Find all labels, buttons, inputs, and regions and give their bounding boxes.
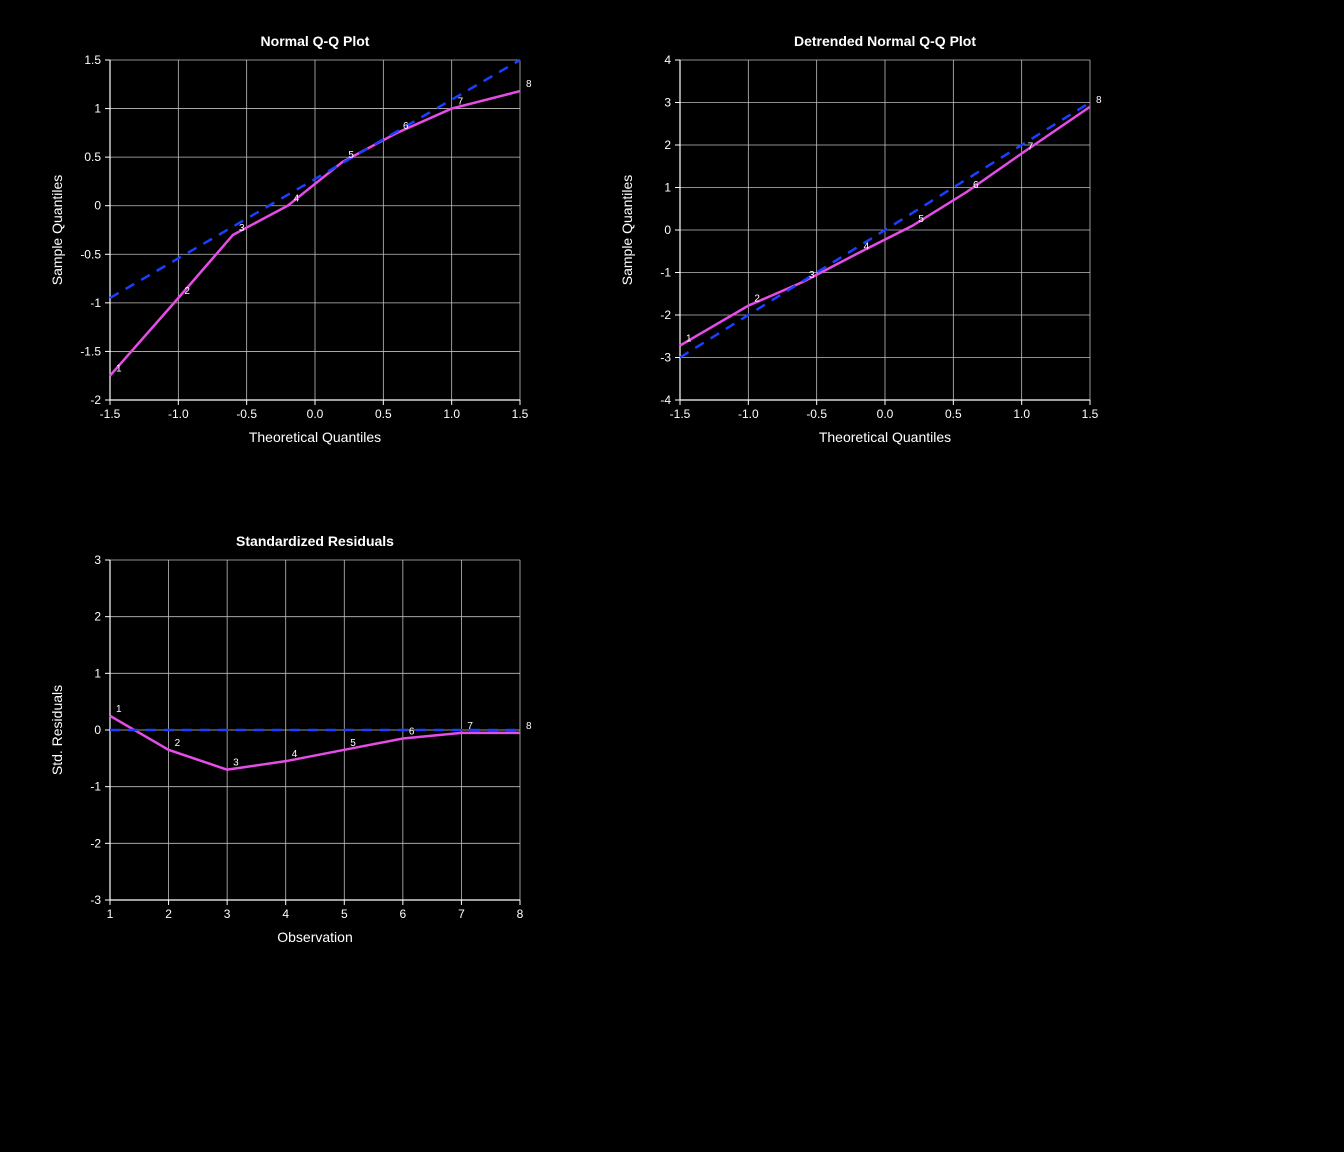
- normal-qq-chart: -1.5-1.0-0.50.00.51.01.5-2-1.5-1-0.500.5…: [40, 20, 540, 460]
- panel-detrended-qq: -1.5 -1.0 -0.5 0.0 0.5 1.0 1.5 -4 -3 -2 -1 0 1 2 3 4 1 2 3…: [610, 20, 1120, 480]
- detrended-qq-ylabel: Sample Quantiles: [619, 175, 635, 286]
- y-tick-label: -2: [90, 393, 101, 407]
- x-tick-label: -1.5: [670, 407, 691, 421]
- y-tick-label: -0.5: [80, 247, 101, 261]
- x-tick-label: 3: [224, 907, 231, 921]
- x-tick-label: 4: [282, 907, 289, 921]
- x-tick-label: -1.0: [168, 407, 189, 421]
- x-tick-label: 0.0: [877, 407, 894, 421]
- y-tick-label: 3: [94, 553, 101, 567]
- panel-empty: [610, 520, 1120, 980]
- y-tick-label: -1: [90, 780, 101, 794]
- detrended-qq-title: Detrended Normal Q-Q Plot: [794, 33, 976, 49]
- point-label: 8: [526, 721, 532, 732]
- y-tick-label: 1: [94, 102, 101, 116]
- x-tick-label: 1.0: [1013, 407, 1030, 421]
- point-label: 2: [754, 294, 760, 305]
- point-label: 1: [116, 364, 122, 375]
- y-tick-label: -2: [90, 836, 101, 850]
- point-label: 4: [864, 241, 870, 252]
- normal-qq-title: Normal Q-Q Plot: [261, 33, 370, 49]
- detrended-qq-xlabel: Theoretical Quantiles: [819, 429, 951, 445]
- x-tick-label: 1.5: [512, 407, 529, 421]
- point-label: 5: [918, 214, 924, 225]
- x-tick-label: 8: [517, 907, 524, 921]
- point-label: 5: [350, 738, 356, 749]
- x-tick-label: 6: [400, 907, 407, 921]
- chart-grid: -1.5-1.0-0.50.00.51.01.5-2-1.5-1-0.500.5…: [0, 0, 1160, 1000]
- y-tick-label: -4: [660, 393, 671, 407]
- point-label: 4: [294, 194, 300, 205]
- point-label: 6: [403, 121, 409, 132]
- point-label: 3: [239, 223, 245, 234]
- x-tick-label: -0.5: [806, 407, 827, 421]
- x-tick-label: 5: [341, 907, 348, 921]
- x-tick-label: 0.5: [375, 407, 392, 421]
- point-label: 6: [409, 727, 415, 738]
- y-tick-label: 4: [664, 53, 671, 67]
- panel-normal-qq: -1.5-1.0-0.50.00.51.01.5-2-1.5-1-0.500.5…: [40, 20, 550, 480]
- detrended-qq-chart: -1.5 -1.0 -0.5 0.0 0.5 1.0 1.5 -4 -3 -2 -1 0 1 2 3 4 1 2 3…: [610, 20, 1110, 460]
- x-tick-label: 1.0: [443, 407, 460, 421]
- y-tick-label: 0: [94, 199, 101, 213]
- x-tick-label: 1.5: [1082, 407, 1099, 421]
- x-tick-label: 0.5: [945, 407, 962, 421]
- x-tick-label: 7: [458, 907, 465, 921]
- std-resid-ylabel: Std. Residuals: [49, 685, 65, 775]
- x-tick-label: 0.0: [307, 407, 324, 421]
- x-tick-label: 2: [165, 907, 172, 921]
- normal-qq-xlabel: Theoretical Quantiles: [249, 429, 381, 445]
- std-resid-title: Standardized Residuals: [236, 533, 394, 549]
- std-resid-xlabel: Observation: [277, 929, 352, 945]
- point-label: 2: [175, 738, 181, 749]
- y-tick-label: 0.5: [84, 150, 101, 164]
- point-label: 7: [467, 721, 473, 732]
- normal-qq-ylabel: Sample Quantiles: [49, 175, 65, 286]
- y-tick-label: 1: [664, 181, 671, 195]
- resid-actual-line: [110, 716, 520, 770]
- x-tick-label: -0.5: [236, 407, 257, 421]
- y-tick-label: 0: [94, 723, 101, 737]
- point-label: 8: [526, 79, 532, 90]
- point-label: 3: [809, 270, 815, 281]
- point-label: 3: [233, 758, 239, 769]
- point-label: 1: [116, 704, 122, 715]
- y-tick-label: -1.5: [80, 344, 101, 358]
- y-tick-label: 2: [664, 138, 671, 152]
- y-tick-label: -1: [90, 296, 101, 310]
- y-tick-label: -3: [90, 893, 101, 907]
- point-label: 7: [1028, 142, 1034, 153]
- y-tick-label: -1: [660, 266, 671, 280]
- point-label: 6: [973, 180, 979, 191]
- y-tick-label: 3: [664, 96, 671, 110]
- point-label: 8: [1096, 95, 1102, 106]
- point-label: 5: [348, 150, 354, 161]
- panel-std-resid: 1 2 3 4 5 6 7 8 -3 -2 -1 0 1 2 3 1 2 3 4 5 6 7 8 Standardized R…: [40, 520, 550, 980]
- y-tick-label: 1: [94, 666, 101, 680]
- y-tick-label: 2: [94, 610, 101, 624]
- x-tick-label: 1: [107, 907, 114, 921]
- y-tick-label: 0: [664, 223, 671, 237]
- x-tick-label: -1.0: [738, 407, 759, 421]
- y-tick-label: -2: [660, 308, 671, 322]
- point-label: 2: [184, 286, 190, 297]
- y-tick-label: 1.5: [84, 53, 101, 67]
- point-label: 4: [292, 749, 298, 760]
- point-label: 1: [686, 334, 692, 345]
- std-resid-chart: 1 2 3 4 5 6 7 8 -3 -2 -1 0 1 2 3 1 2 3 4 5 6 7 8 Standardized R…: [40, 520, 540, 960]
- point-label: 7: [458, 97, 464, 108]
- y-tick-label: -3: [660, 351, 671, 365]
- x-tick-label: -1.5: [100, 407, 121, 421]
